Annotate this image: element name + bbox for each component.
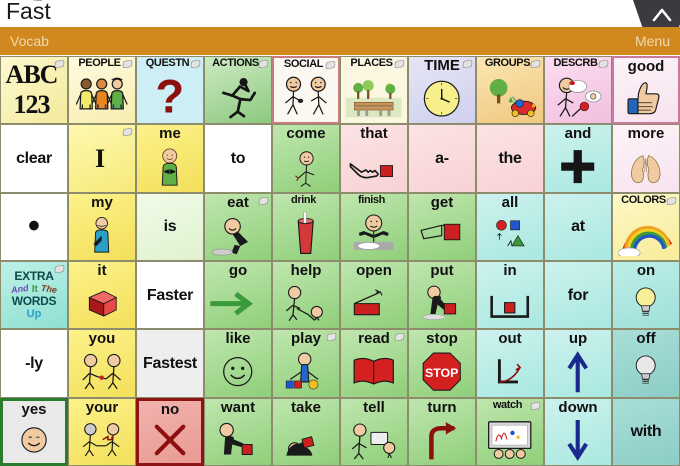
svg-text:STOP: STOP [425,366,458,380]
svg-text:?: ? [156,74,185,119]
